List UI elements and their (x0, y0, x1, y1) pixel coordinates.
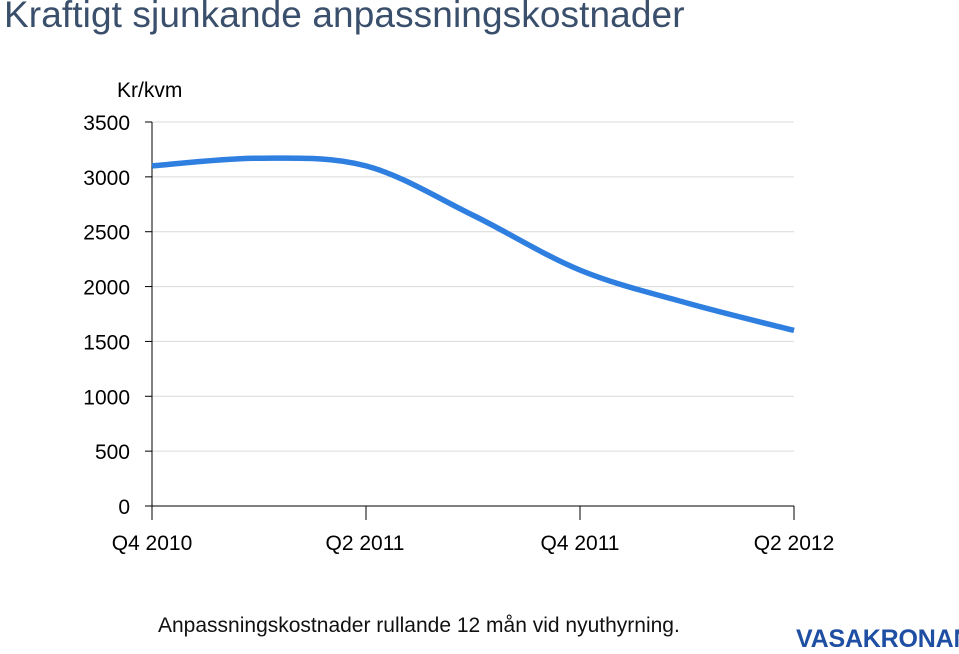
x-tick-label: Q2 2012 (754, 532, 835, 555)
y-tick-label: 3000 (83, 167, 130, 190)
y-tick-label: 500 (95, 441, 130, 464)
series-line (152, 158, 794, 330)
x-tick-label: Q2 2011 (325, 532, 404, 555)
grid-lines (152, 122, 794, 451)
series-lines (152, 158, 794, 330)
vasakronan-logo: VASAKRONAN (796, 625, 959, 654)
chart-caption: Anpassningskostnader rullande 12 mån vid… (158, 614, 680, 638)
y-tick-label: 1000 (83, 386, 130, 409)
y-tick-label: 2000 (83, 277, 130, 300)
x-tick-label: Q4 2010 (112, 532, 193, 555)
x-tick-label: Q4 2011 (540, 532, 619, 555)
y-tick-label: 0 (118, 496, 130, 519)
y-tick-label: 3500 (83, 112, 130, 135)
x-axis: Q4 2010 Q2 2011 Q4 2011 Q2 2012 (112, 506, 835, 555)
y-axis-label: Kr/kvm (117, 79, 182, 102)
y-tick-label: 1500 (83, 331, 130, 354)
y-axis: 0 500 1000 1500 2000 2500 3000 3500 (83, 112, 152, 519)
y-tick-label: 2500 (83, 222, 130, 245)
